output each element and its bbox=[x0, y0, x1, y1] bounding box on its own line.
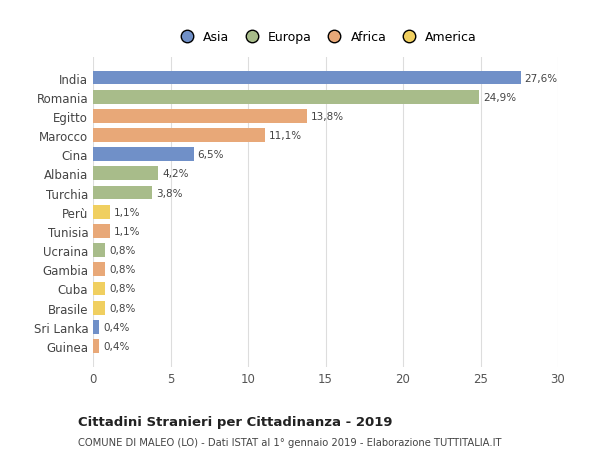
Bar bbox=[93, 90, 479, 104]
Bar bbox=[93, 72, 521, 85]
Bar bbox=[93, 224, 110, 238]
Bar bbox=[93, 205, 110, 219]
Text: 13,8%: 13,8% bbox=[311, 112, 344, 122]
Text: 1,1%: 1,1% bbox=[114, 207, 140, 217]
Bar bbox=[93, 301, 106, 315]
Text: 0,8%: 0,8% bbox=[109, 246, 136, 256]
Legend: Asia, Europa, Africa, America: Asia, Europa, Africa, America bbox=[169, 27, 482, 50]
Text: 1,1%: 1,1% bbox=[114, 226, 140, 236]
Bar bbox=[93, 339, 99, 353]
Text: 24,9%: 24,9% bbox=[483, 93, 516, 102]
Text: COMUNE DI MALEO (LO) - Dati ISTAT al 1° gennaio 2019 - Elaborazione TUTTITALIA.I: COMUNE DI MALEO (LO) - Dati ISTAT al 1° … bbox=[78, 437, 502, 447]
Text: 27,6%: 27,6% bbox=[524, 73, 558, 84]
Bar bbox=[93, 282, 106, 296]
Bar bbox=[93, 263, 106, 277]
Text: Cittadini Stranieri per Cittadinanza - 2019: Cittadini Stranieri per Cittadinanza - 2… bbox=[78, 415, 392, 428]
Bar bbox=[93, 129, 265, 143]
Text: 6,5%: 6,5% bbox=[197, 150, 224, 160]
Text: 0,4%: 0,4% bbox=[103, 341, 130, 351]
Bar bbox=[93, 244, 106, 257]
Text: 0,8%: 0,8% bbox=[109, 265, 136, 274]
Text: 0,4%: 0,4% bbox=[103, 322, 130, 332]
Bar bbox=[93, 148, 194, 162]
Text: 0,8%: 0,8% bbox=[109, 284, 136, 294]
Bar bbox=[93, 110, 307, 123]
Bar bbox=[93, 167, 158, 181]
Bar bbox=[93, 186, 152, 200]
Bar bbox=[93, 320, 99, 334]
Text: 3,8%: 3,8% bbox=[156, 188, 182, 198]
Text: 4,2%: 4,2% bbox=[162, 169, 188, 179]
Text: 0,8%: 0,8% bbox=[109, 303, 136, 313]
Text: 11,1%: 11,1% bbox=[269, 131, 302, 141]
